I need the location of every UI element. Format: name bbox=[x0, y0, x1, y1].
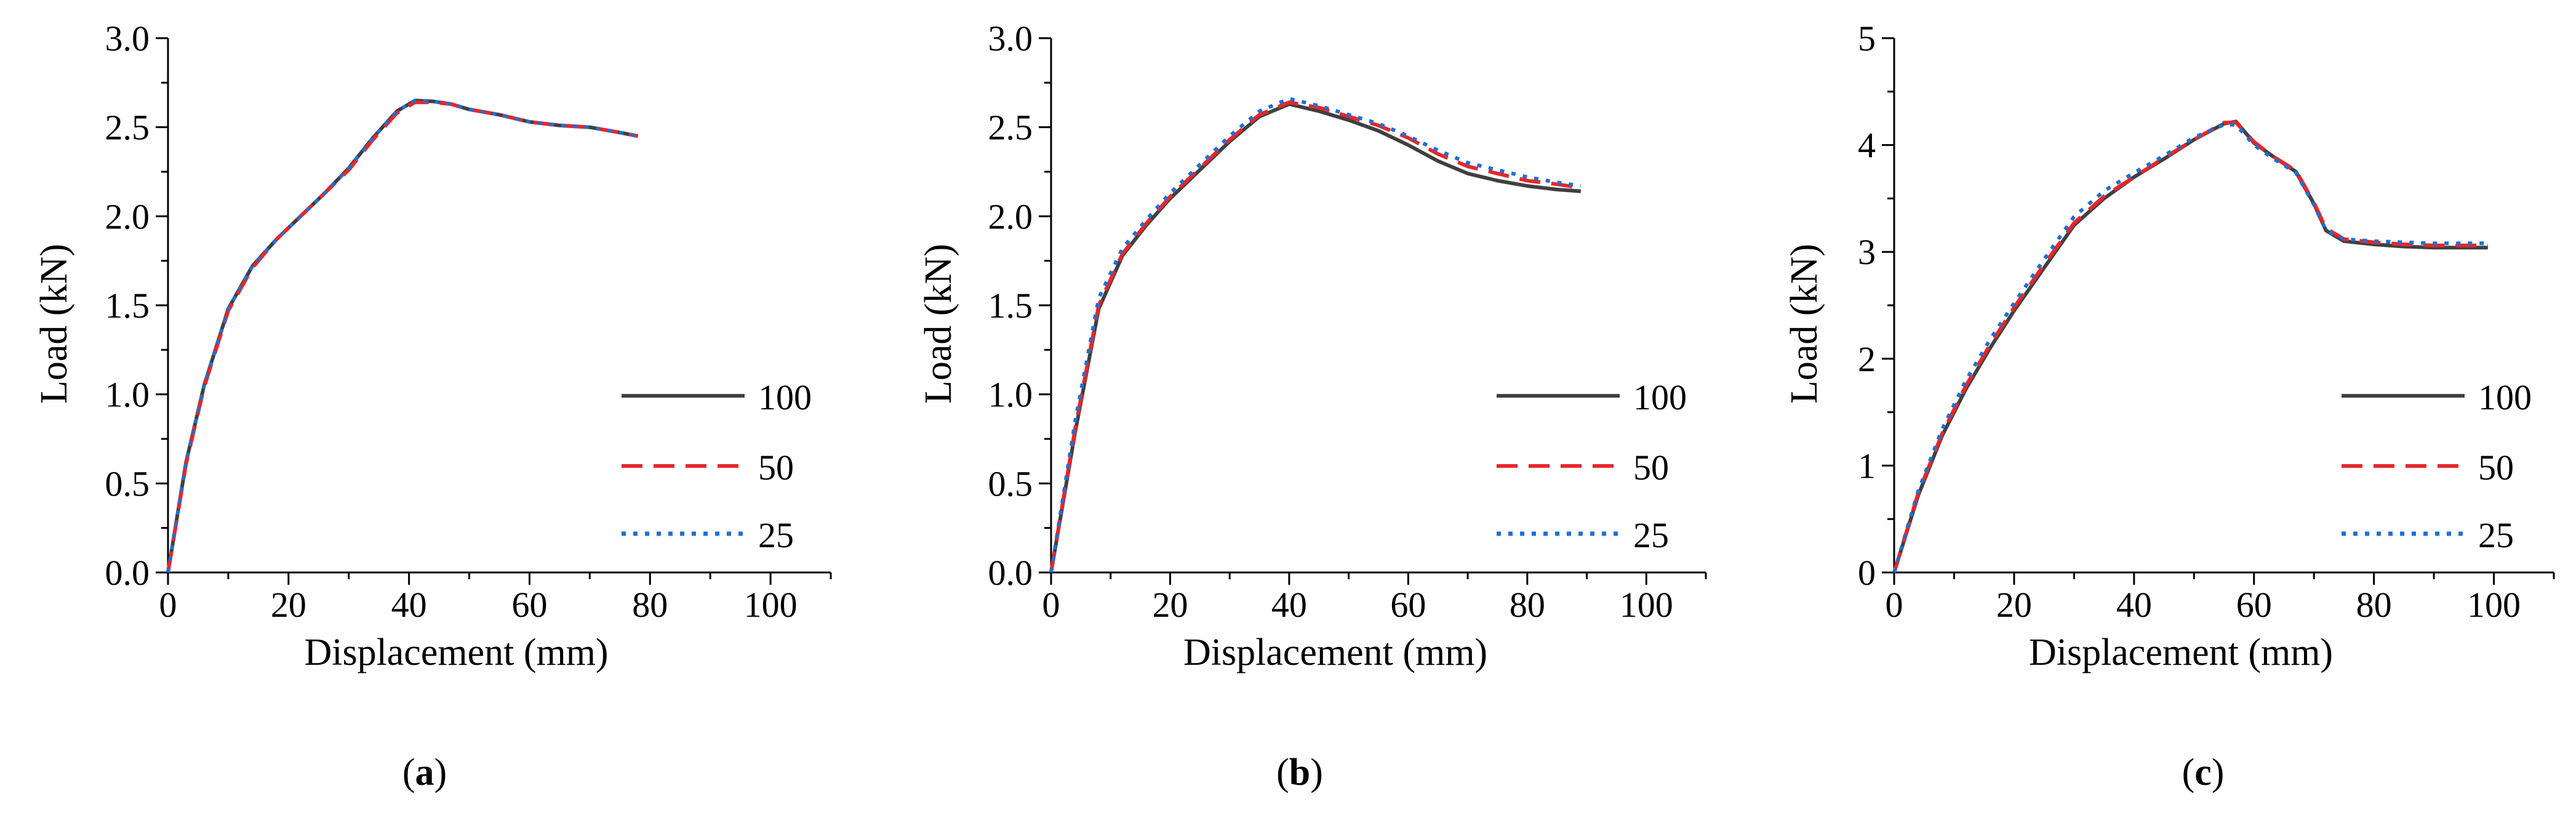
x-tick-label: 40 bbox=[2116, 585, 2152, 625]
series-line-50 bbox=[1049, 100, 1582, 573]
y-tick-label: 1.5 bbox=[988, 286, 1033, 326]
y-tick-label: 0 bbox=[1858, 553, 1876, 593]
y-tick-label: 2.0 bbox=[988, 196, 1033, 236]
series-line-50 bbox=[166, 100, 639, 573]
series-line-100 bbox=[166, 98, 639, 573]
y-tick-label: 2.0 bbox=[105, 196, 150, 236]
panel-caption: (c) bbox=[2182, 752, 2225, 793]
legend-label-50: 50 bbox=[2478, 448, 2514, 488]
y-tick-label: 2.5 bbox=[105, 108, 150, 148]
x-tick-label: 60 bbox=[1390, 585, 1426, 625]
x-tick-label: 60 bbox=[511, 585, 547, 625]
x-tick-label: 0 bbox=[1886, 585, 1903, 625]
series-line-25 bbox=[166, 98, 639, 573]
x-tick-label: 100 bbox=[2467, 585, 2521, 625]
x-tick-label: 0 bbox=[1042, 585, 1060, 625]
legend-label-50: 50 bbox=[758, 448, 794, 488]
x-tick-label: 40 bbox=[1271, 585, 1307, 625]
y-axis-label: Load (kN) bbox=[33, 244, 75, 404]
x-tick-label: 0 bbox=[159, 585, 177, 625]
x-axis-label: Displacement (mm) bbox=[304, 632, 608, 673]
panel-b: 0 20 40 60 80 100 0.0 0.5 1.0 1.5 2.0 2.5 3.0 Displac… bbox=[918, 18, 1707, 793]
legend-label-25: 25 bbox=[2478, 515, 2514, 555]
y-axis-label: Load (kN) bbox=[1783, 244, 1825, 404]
x-tick-label: 20 bbox=[1152, 585, 1188, 625]
y-tick-label: 3 bbox=[1858, 232, 1876, 272]
series-line-50 bbox=[1892, 121, 2488, 573]
legend-label-50: 50 bbox=[1633, 448, 1669, 488]
x-tick-label: 60 bbox=[2236, 585, 2272, 625]
y-tick-label: 1.5 bbox=[105, 286, 150, 326]
x-tick-label: 100 bbox=[744, 585, 798, 625]
series-line-25 bbox=[1892, 122, 2488, 573]
x-tick-label: 80 bbox=[2356, 585, 2392, 625]
legend-label-100: 100 bbox=[1633, 377, 1687, 417]
y-tick-label: 4 bbox=[1858, 126, 1876, 166]
legend-label-25: 25 bbox=[758, 515, 794, 555]
y-tick-label: 5 bbox=[1858, 18, 1876, 58]
y-tick-label: 1 bbox=[1858, 446, 1876, 486]
y-tick-label: 3.0 bbox=[105, 18, 150, 58]
y-tick-label: 3.0 bbox=[988, 18, 1033, 58]
y-tick-label: 2.5 bbox=[988, 108, 1033, 148]
x-tick-label: 80 bbox=[632, 585, 668, 625]
legend-label-100: 100 bbox=[758, 377, 812, 417]
x-tick-label: 100 bbox=[1620, 585, 1673, 625]
panel-caption: (b) bbox=[1276, 752, 1323, 793]
y-tick-label: 0.5 bbox=[105, 464, 150, 504]
y-tick-label: 0.0 bbox=[105, 553, 150, 593]
y-axis-label: Load (kN) bbox=[918, 244, 959, 404]
x-tick-label: 80 bbox=[1510, 585, 1545, 625]
legend-label-25: 25 bbox=[1633, 515, 1669, 555]
y-tick-label: 2 bbox=[1858, 339, 1876, 379]
x-axis-label: Displacement (mm) bbox=[1183, 632, 1487, 673]
x-tick-label: 20 bbox=[1996, 585, 2032, 625]
legend-label-100: 100 bbox=[2478, 377, 2532, 417]
y-tick-label: 0.0 bbox=[988, 553, 1033, 593]
series-line-100 bbox=[1892, 119, 2488, 573]
y-tick-label: 0.5 bbox=[988, 464, 1033, 504]
x-tick-label: 40 bbox=[391, 585, 427, 625]
x-tick-label: 20 bbox=[271, 585, 306, 625]
y-tick-label: 1.0 bbox=[988, 375, 1033, 415]
y-tick-label: 1.0 bbox=[105, 375, 150, 415]
x-axis-label: Displacement (mm) bbox=[2029, 632, 2333, 673]
panel-caption: (a) bbox=[402, 752, 447, 793]
panel-c: 0 20 40 60 80 100 0 1 2 3 4 5 Displacement (mm) Load … bbox=[1783, 18, 2555, 793]
panel-a: 0 20 40 60 80 100 0.0 0.5 1.0 1.5 2.0 2.5 3.0 Displac… bbox=[33, 18, 832, 793]
series-line-25 bbox=[1049, 97, 1582, 573]
